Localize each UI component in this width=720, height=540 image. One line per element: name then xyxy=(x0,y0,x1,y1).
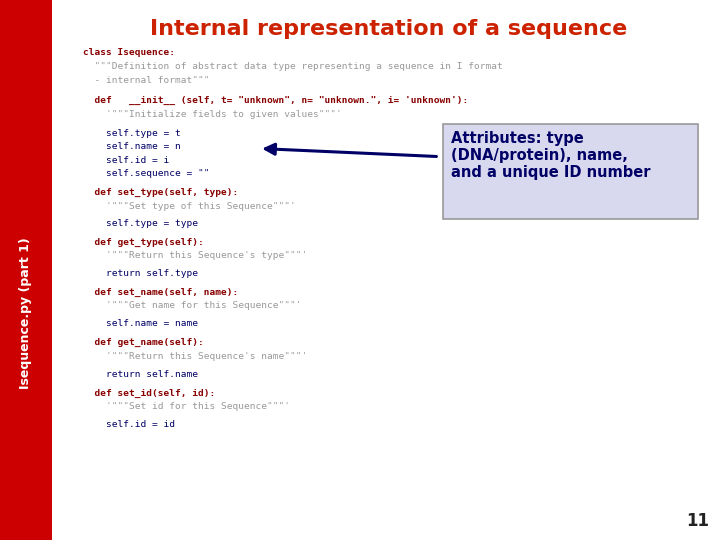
Text: self.id = i: self.id = i xyxy=(83,156,169,165)
Text: def   __init__ (self, t= "unknown", n= "unknown.", i= 'unknown'):: def __init__ (self, t= "unknown", n= "un… xyxy=(83,96,468,105)
Text: '"""Get name for this Sequence"""': '"""Get name for this Sequence"""' xyxy=(83,301,301,310)
Bar xyxy=(443,124,698,219)
Text: return self.name: return self.name xyxy=(83,370,198,379)
Text: '"""Return this Sequence's name"""': '"""Return this Sequence's name"""' xyxy=(83,352,307,361)
Text: """Definition of abstract data type representing a sequence in I format: """Definition of abstract data type repr… xyxy=(83,62,503,71)
Text: def set_name(self, name):: def set_name(self, name): xyxy=(83,288,238,297)
Text: def get_type(self):: def get_type(self): xyxy=(83,238,204,247)
Text: '"""Set id for this Sequence"""': '"""Set id for this Sequence"""' xyxy=(83,402,289,411)
Text: self.type = t: self.type = t xyxy=(83,129,181,138)
Text: self.id = id: self.id = id xyxy=(83,420,175,429)
Text: '"""Return this Sequence's type"""': '"""Return this Sequence's type"""' xyxy=(83,251,307,260)
Text: - internal format""": - internal format""" xyxy=(83,76,210,85)
Text: return self.type: return self.type xyxy=(83,269,198,278)
Text: self.name = n: self.name = n xyxy=(83,142,181,151)
Bar xyxy=(0,0,52,540)
Text: '"""Set type of this Sequence"""': '"""Set type of this Sequence"""' xyxy=(83,201,295,211)
Text: Isequence.py (part 1): Isequence.py (part 1) xyxy=(19,237,32,389)
Text: '"""Initialize fields to given values"""': '"""Initialize fields to given values"""… xyxy=(83,110,341,119)
Text: def set_id(self, id):: def set_id(self, id): xyxy=(83,389,215,398)
Text: 11: 11 xyxy=(686,512,709,530)
Text: def set_type(self, type):: def set_type(self, type): xyxy=(83,188,238,197)
Text: Attributes: type
(DNA/protein), name,
and a unique ID number: Attributes: type (DNA/protein), name, an… xyxy=(451,131,651,180)
Text: class Isequence:: class Isequence: xyxy=(83,48,175,57)
Text: self.name = name: self.name = name xyxy=(83,319,198,328)
Text: self.type = type: self.type = type xyxy=(83,219,198,228)
Text: self.sequence = "": self.sequence = "" xyxy=(83,169,210,178)
Text: def get_name(self):: def get_name(self): xyxy=(83,338,204,347)
Text: Internal representation of a sequence: Internal representation of a sequence xyxy=(150,19,627,39)
